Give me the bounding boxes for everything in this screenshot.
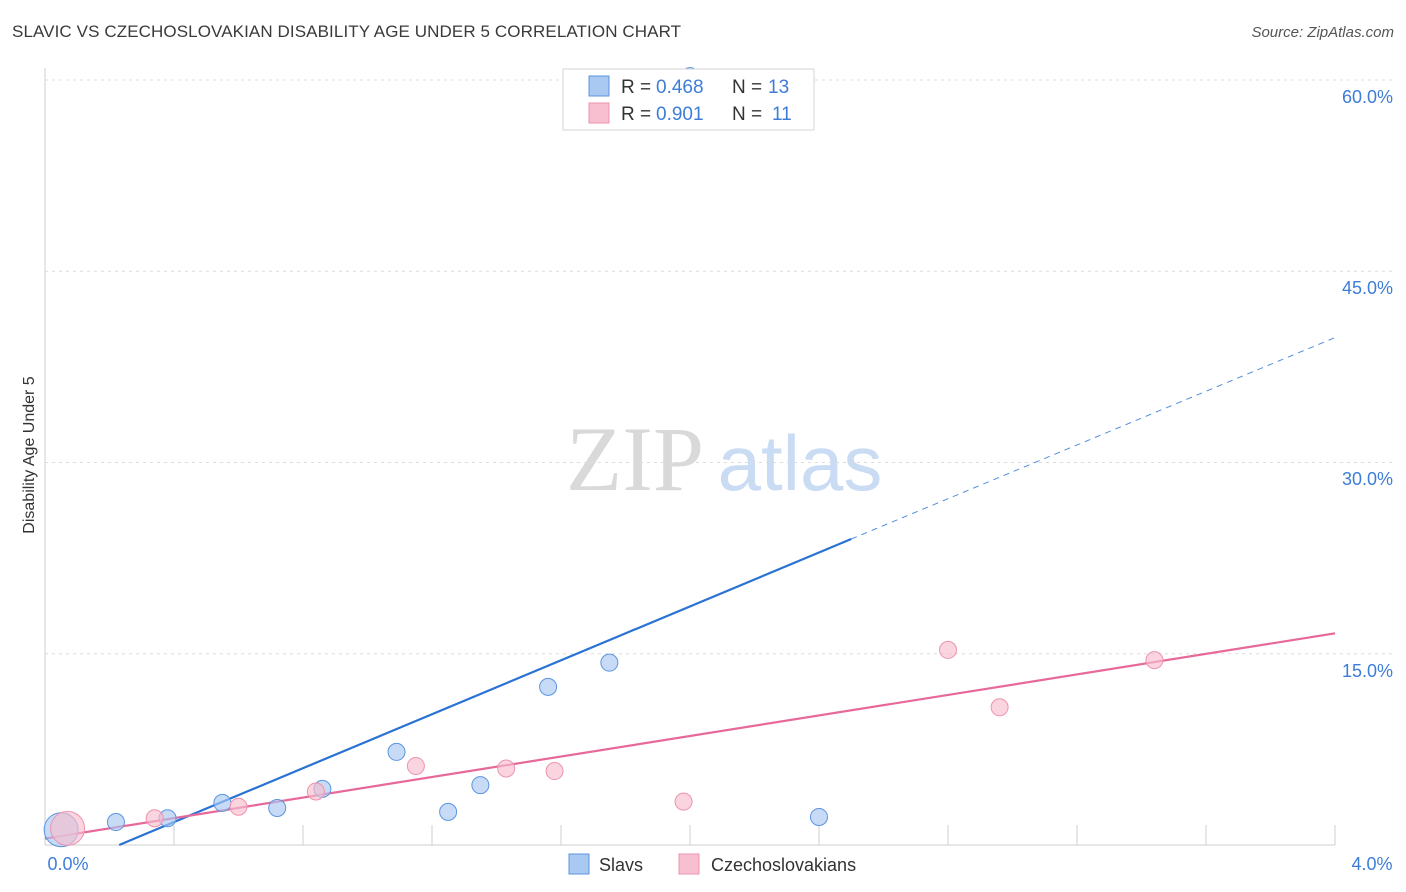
x-tick-label-min: 0.0% [47,854,88,874]
bottom-legend-swatch-slavs [568,853,590,875]
data-point-czechoslovakians [990,698,1009,717]
data-point-slavs [471,776,490,795]
legend-swatch-czechoslovakians [588,102,610,124]
data-point-slavs [600,653,619,672]
trend-line-slavs-extension [851,337,1336,540]
stats-legend: R = 0.468 N = 13 R = 0.901 N = 11 [562,68,815,131]
trend-line-czechoslovakians [44,632,1336,840]
legend-swatch-slavs [588,75,610,97]
legend-r-label-czechoslovakians: R = [621,104,656,125]
data-point-slavs [268,799,287,818]
source-label: Source: ZipAtlas.com [1251,24,1394,41]
bottom-legend-swatch-czechoslovakians [678,853,700,875]
trend-line-slavs [118,537,852,847]
data-point-slavs [387,742,406,761]
legend-n-label-slavs: N = [732,77,767,98]
y-tick-label-60: 60.0% [1342,87,1393,107]
y-axis-label: Disability Age Under 5 [21,376,38,534]
legend-r-value-slavs: 0.468 [656,77,704,98]
legend-n-label-czechoslovakians: N = [732,104,767,125]
data-point-czechoslovakians [306,782,325,801]
legend-r-label-slavs: R = [621,77,656,98]
data-point-slavs [213,793,232,812]
y-tick-label-15: 15.0% [1342,661,1393,681]
watermark-zip: ZIP [566,408,704,510]
legend-n-value-czechoslovakians: 11 [772,104,792,125]
data-point-czechoslovakians [1145,651,1164,670]
data-point-slavs [810,807,828,826]
data-point-slavs [106,813,125,832]
data-point-czechoslovakians [229,797,248,816]
data-point-slavs [439,802,458,821]
data-point-czechoslovakians [545,762,564,781]
data-point-czechoslovakians [674,792,693,811]
series-legend: Slavs Czechoslovakians [568,853,856,875]
y-tick-label-30: 30.0% [1342,469,1393,489]
data-point-slavs [539,677,558,696]
data-point-czechoslovakians [145,809,164,828]
legend-n-value-slavs: 13 [768,77,789,98]
chart-title: SLAVIC VS CZECHOSLOVAKIAN DISABILITY AGE… [12,22,682,41]
data-point-czechoslovakians [939,640,957,659]
data-point-czechoslovakians [50,810,86,846]
legend-r-value-czechoslovakians: 0.901 [656,104,704,125]
bottom-legend-label-czechoslovakians: Czechoslovakians [711,855,856,875]
bottom-legend-label-slavs: Slavs [599,855,643,875]
data-point-czechoslovakians [406,756,425,775]
y-tick-label-45: 45.0% [1342,278,1393,298]
data-point-czechoslovakians [497,759,516,778]
x-tick-label-max: 4.0% [1351,854,1392,874]
